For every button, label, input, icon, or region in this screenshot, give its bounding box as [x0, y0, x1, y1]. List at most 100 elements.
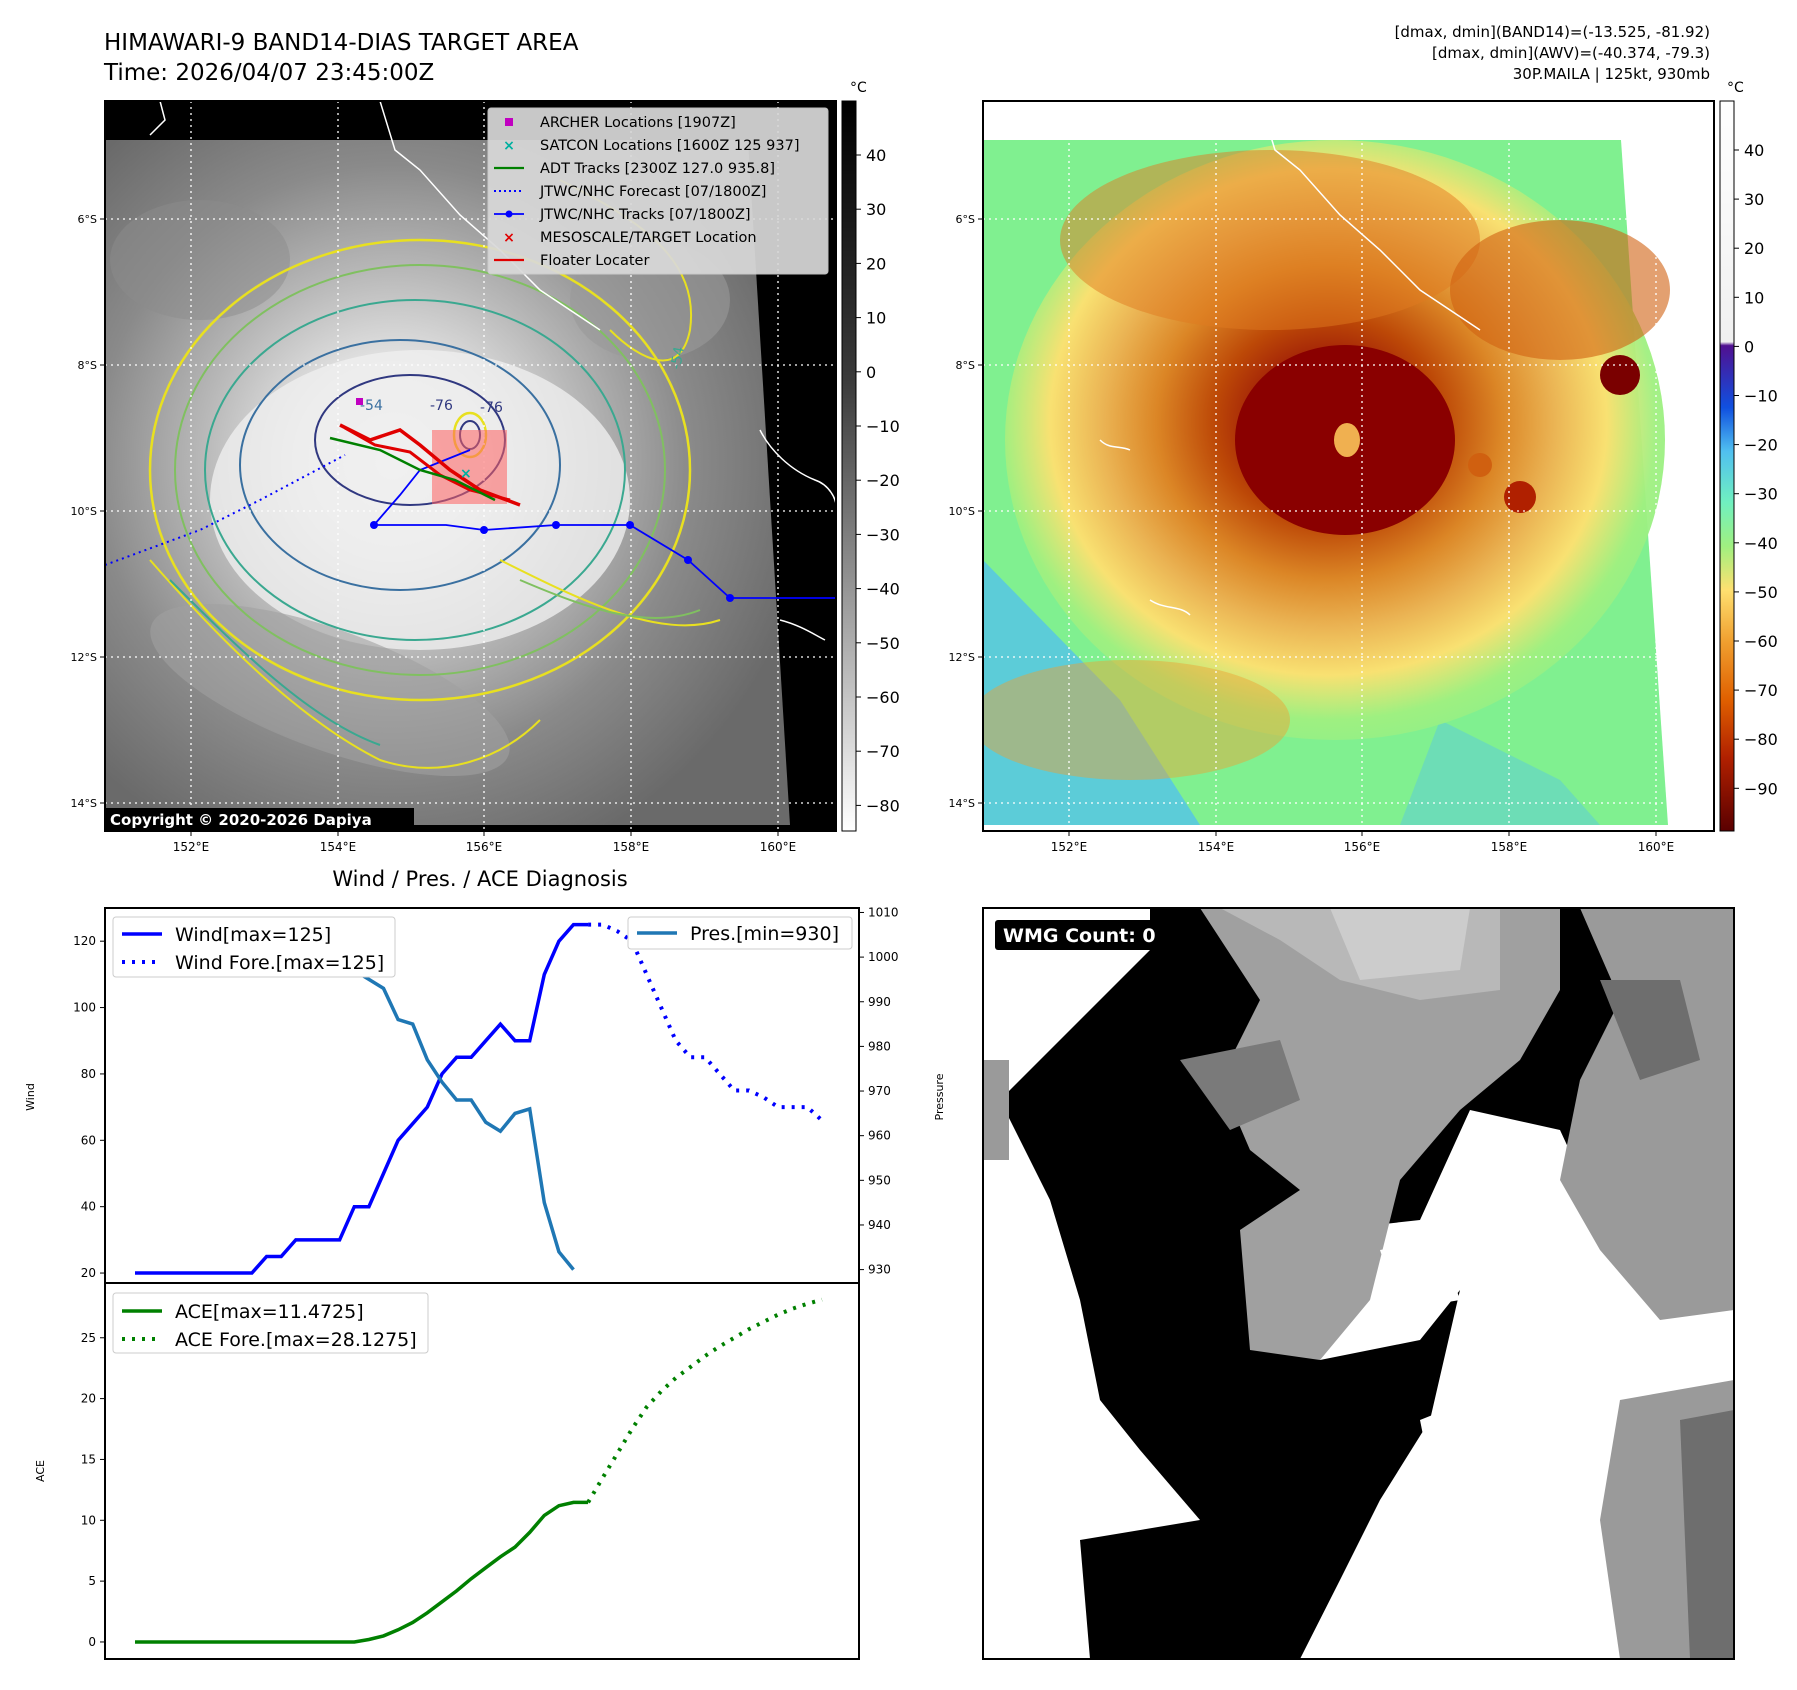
ace-tick: 15 — [81, 1452, 96, 1466]
legend-item-label: MESOSCALE/TARGET Location — [540, 230, 757, 246]
wmg-count: WMG Count: 0 — [1003, 925, 1156, 947]
gray-colorbar-tick: 10 — [866, 309, 886, 328]
ace-tick: 10 — [81, 1513, 96, 1527]
series-aceline — [135, 1500, 589, 1644]
legend-pressure: Pres.[min=930] — [690, 923, 839, 945]
wind-tick: 40 — [81, 1200, 96, 1214]
pressure-tick: 990 — [868, 995, 891, 1009]
jtwc-forecast-track — [105, 454, 346, 566]
svg-text:×: × — [503, 138, 515, 154]
color-colorbar-tick: 10 — [1744, 288, 1764, 307]
awv-map-lat-label: 6°S — [956, 213, 975, 226]
awv-map-lon-label: 158°E — [1491, 840, 1528, 854]
ace-tick: 0 — [88, 1635, 96, 1649]
legend-item-label: ARCHER Locations [1907Z] — [540, 115, 736, 131]
satcon-location: × — [460, 466, 472, 482]
wind-tick: 20 — [81, 1266, 96, 1280]
gray-colorbar-tick: 0 — [866, 363, 876, 382]
wmg-panel: WMG Count: 0 — [982, 907, 1735, 1660]
ace-panel: 0 5 10 15 20 25 ACE[max=11.4725] ACE Fore.[max=… — [81, 1282, 860, 1660]
gray-colorbar-tick: −40 — [866, 580, 900, 599]
gray-colorbar-tick: −80 — [866, 796, 900, 815]
color-colorbar-tick: −30 — [1744, 485, 1778, 504]
awv-map-lon-label: 152°E — [1051, 840, 1088, 854]
ir-map-lon-label: 158°E — [613, 840, 650, 854]
awv-range: [dmax, dmin](AWV)=(-40.374, -79.3) — [1432, 44, 1710, 62]
legend-item-label: JTWC/NHC Tracks [07/1800Z] — [539, 207, 751, 223]
contour-label: -54 — [668, 345, 688, 370]
legend-item-label: SATCON Locations [1600Z 125 937] — [540, 138, 799, 154]
pressure-tick: 960 — [868, 1129, 891, 1143]
ir-map-lon-label: 152°E — [173, 840, 210, 854]
pressure-tick: 950 — [868, 1173, 891, 1187]
ir-map-lat-label: 12°S — [71, 651, 97, 664]
color-colorbar-tick: 20 — [1744, 239, 1764, 258]
awv-map-lon-label: 154°E — [1198, 840, 1235, 854]
ir-map-lat-label: 10°S — [71, 505, 97, 518]
color-colorbar: °C 40 30 20 10 0 −10 −20 −30 −40 −50 −60 −70 −80 −90 — [1719, 80, 1778, 832]
wind-tick: 120 — [73, 934, 96, 948]
series-wind-fore-line — [588, 922, 824, 1122]
gray-colorbar-tick: 30 — [866, 200, 886, 219]
adt-track — [329, 436, 496, 502]
wind-tick: 100 — [73, 1001, 96, 1015]
contour-label: -76 — [480, 400, 503, 416]
archer-location — [356, 398, 363, 405]
figure-time: Time: 2026/04/07 23:45:00Z — [103, 60, 434, 86]
legend-wind-forecast: Wind Fore.[max=125] — [175, 952, 384, 974]
ace-legend: ACE[max=11.4725] ACE Fore.[max=28.1275] — [112, 1292, 429, 1354]
jtwc-track — [370, 449, 836, 602]
ir-map-lon-label: 154°E — [320, 840, 357, 854]
pressure-tick: 930 — [868, 1263, 891, 1277]
map-legend: ARCHER Locations [1907Z] × SATCON Location… — [487, 107, 829, 275]
gray-colorbar-tick: 20 — [866, 254, 886, 273]
awv-map — [982, 100, 1715, 832]
colorbar-unit: °C — [1727, 80, 1744, 96]
legend-item-label: Floater Locater — [540, 253, 649, 269]
ir-map-lat-label: 14°S — [71, 797, 97, 810]
gray-colorbar-tick: −50 — [866, 634, 900, 653]
series-windline — [135, 922, 589, 1275]
pressure-tick: 980 — [868, 1039, 891, 1053]
legend-ace-forecast: ACE Fore.[max=28.1275] — [175, 1329, 417, 1351]
pressure-tick: 970 — [868, 1084, 891, 1098]
legend-ace: ACE[max=11.4725] — [175, 1301, 364, 1323]
awv-map-lon-label: 160°E — [1638, 840, 1675, 854]
awv-map-lat-label: 8°S — [956, 359, 975, 372]
color-colorbar-tick: −10 — [1744, 387, 1778, 406]
gray-colorbar-tick: −60 — [866, 688, 900, 707]
awv-map-lat-label: 12°S — [949, 651, 975, 664]
color-colorbar-tick: −50 — [1744, 583, 1778, 602]
color-colorbar-tick: 30 — [1744, 190, 1764, 209]
pressure-axis-label: Pressure — [933, 1073, 946, 1120]
ir-map-lat-label: 6°S — [78, 213, 97, 226]
gray-colorbar-tick: −30 — [866, 525, 900, 544]
copyright: Copyright © 2020-2026 Dapiya — [110, 811, 372, 829]
svg-text:×: × — [503, 230, 515, 246]
color-colorbar-tick: −70 — [1744, 681, 1778, 700]
pressure-tick: 1000 — [868, 950, 899, 964]
ace-tick: 5 — [88, 1574, 96, 1588]
awv-map-lat-label: 10°S — [949, 505, 975, 518]
gray-colorbar: °C 40 30 20 10 0 −10 −20 −30 −40 −50 −60 −70 −80 — [841, 80, 900, 832]
wind-tick: 60 — [81, 1133, 96, 1147]
legend-item-label: JTWC/NHC Forecast [07/1800Z] — [539, 184, 766, 200]
ir-map: × -54 -76 -54 -76 Copyright © 2020-2026 … — [104, 100, 837, 832]
wind-tick: 80 — [81, 1067, 96, 1081]
wind-axis-label: Wind — [24, 1083, 37, 1111]
floater-track — [339, 423, 521, 507]
copyright-box — [104, 808, 414, 831]
pressure-tick: 940 — [868, 1218, 891, 1232]
colorbar-unit: °C — [850, 80, 867, 96]
awv-map-lat-label: 14°S — [949, 797, 975, 810]
wmg-count-box — [995, 920, 1173, 950]
ir-map-lon-label: 160°E — [760, 840, 797, 854]
wmg-image — [983, 908, 1734, 1659]
gray-colorbar-tick: 40 — [866, 146, 886, 165]
ace-axis-label: ACE — [34, 1460, 47, 1482]
contour-label: -54 — [360, 398, 383, 414]
color-colorbar-tick: 0 — [1744, 337, 1754, 356]
contour-label: -76 — [430, 398, 453, 414]
gray-colorbar-tick: −10 — [866, 417, 900, 436]
